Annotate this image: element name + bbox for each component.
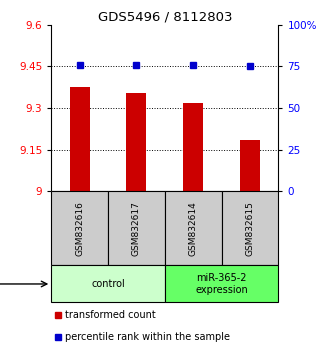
Bar	[240, 140, 260, 192]
Text: transformed count: transformed count	[65, 310, 156, 320]
Bar	[126, 93, 146, 192]
Bar	[70, 87, 90, 192]
Title: GDS5496 / 8112803: GDS5496 / 8112803	[98, 11, 232, 24]
Bar	[51, 266, 165, 302]
Text: control: control	[91, 279, 125, 289]
Text: GSM832617: GSM832617	[132, 201, 141, 256]
Bar	[165, 266, 278, 302]
Text: GSM832614: GSM832614	[189, 201, 198, 256]
Bar	[183, 103, 203, 192]
Bar	[221, 192, 278, 266]
Text: GSM832615: GSM832615	[245, 201, 254, 256]
Bar	[165, 192, 221, 266]
Text: miR-365-2
expression: miR-365-2 expression	[195, 273, 248, 295]
Text: GSM832616: GSM832616	[75, 201, 84, 256]
Bar	[51, 192, 108, 266]
Bar	[108, 192, 165, 266]
Text: percentile rank within the sample: percentile rank within the sample	[65, 332, 230, 342]
